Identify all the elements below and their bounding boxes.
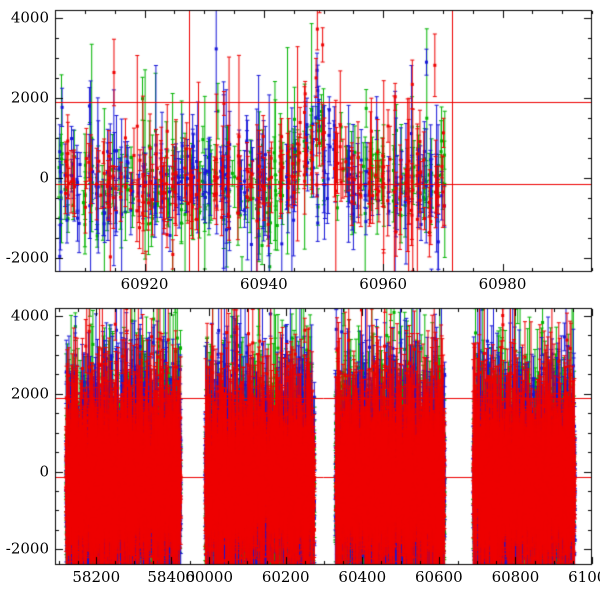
bottom-panel-y-tick-label: -2000 (5, 539, 49, 558)
top-panel-y-tick-label: -2000 (5, 248, 49, 267)
bottom-panel-x-tick-label: 58200 (72, 568, 121, 586)
bottom-panel-x-tick-label: 60000 (185, 568, 233, 586)
bottom-panel-x-tick-label: 60200 (261, 568, 310, 586)
bottom-panel-x-tick-label: 60800 (491, 568, 540, 586)
bottom-panel-y-tick-label: 0 (39, 462, 49, 481)
top-panel-y-tick-label: 0 (39, 168, 49, 187)
bottom-panel-x-tick-label: 60400 (338, 568, 387, 586)
top-panel-x-tick-label: 60940 (239, 275, 288, 293)
bottom-panel-y-tick-label: 4000 (10, 306, 49, 325)
bottom-panel-x-tick-label: 60600 (414, 568, 463, 586)
bottom-panel-x-tick-label: 61000 (568, 568, 600, 586)
top-panel-x-tick-label: 60960 (359, 275, 408, 293)
top-panel-x-tick-label: 60980 (478, 275, 527, 293)
top-panel-y-tick-label: 4000 (10, 8, 49, 27)
bottom-panel-x-tick-label: 58400 (147, 568, 196, 586)
bottom-panel-y-tick-label: 2000 (10, 384, 49, 403)
top-panel-x-tick-label: 60920 (120, 275, 169, 293)
top-panel-y-tick-label: 2000 (10, 88, 49, 107)
